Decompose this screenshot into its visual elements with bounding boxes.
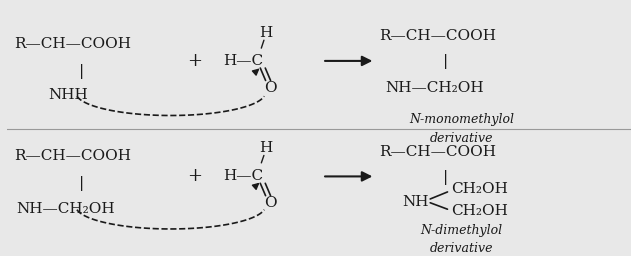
- Text: CH₂OH: CH₂OH: [451, 182, 508, 196]
- Text: |: |: [443, 54, 449, 69]
- Text: |: |: [80, 176, 85, 191]
- Text: O: O: [264, 81, 277, 94]
- Text: NH: NH: [403, 195, 429, 209]
- Text: O: O: [264, 196, 277, 210]
- Text: H—C: H—C: [223, 54, 263, 68]
- Text: |: |: [443, 170, 449, 185]
- Text: NH—CH₂OH: NH—CH₂OH: [385, 81, 484, 94]
- Text: H: H: [259, 142, 273, 155]
- Text: R—CH—COOH: R—CH—COOH: [14, 37, 131, 51]
- Text: N-dimethylol: N-dimethylol: [420, 224, 502, 237]
- Text: derivative: derivative: [430, 242, 493, 255]
- Text: |: |: [80, 63, 85, 79]
- Text: +: +: [187, 52, 202, 70]
- Text: NH—CH₂OH: NH—CH₂OH: [16, 202, 114, 216]
- Text: R—CH—COOH: R—CH—COOH: [379, 145, 496, 159]
- Text: CH₂OH: CH₂OH: [451, 204, 508, 218]
- Text: derivative: derivative: [430, 132, 493, 145]
- Text: R—CH—COOH: R—CH—COOH: [14, 149, 131, 163]
- Text: N-monomethylol: N-monomethylol: [409, 113, 514, 126]
- Text: +: +: [187, 167, 202, 185]
- Text: H—C: H—C: [223, 169, 263, 183]
- Text: R—CH—COOH: R—CH—COOH: [379, 28, 496, 42]
- Text: H: H: [259, 26, 273, 40]
- Text: NHH: NHH: [49, 88, 88, 102]
